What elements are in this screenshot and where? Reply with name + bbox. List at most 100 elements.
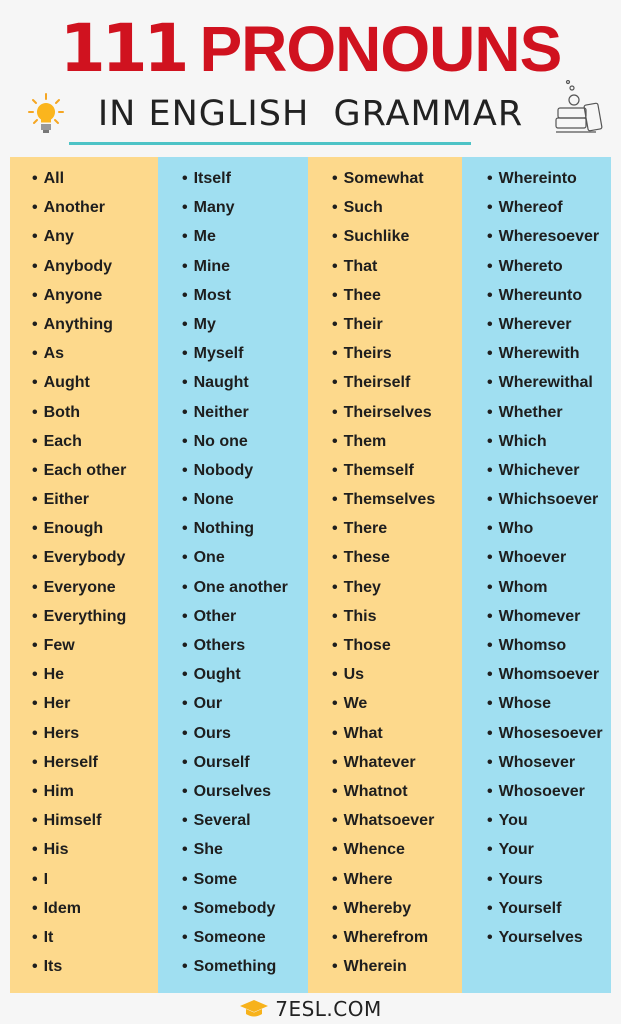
pronoun-item: We <box>332 693 462 722</box>
pronoun-item: He <box>32 664 158 693</box>
pronoun-item: None <box>182 489 308 518</box>
graduation-cap-icon <box>240 1000 269 1017</box>
pronoun-item: Either <box>32 489 158 518</box>
pronoun-item: Nothing <box>182 518 308 547</box>
pronoun-item: Each <box>32 431 158 460</box>
pronoun-item: Wherever <box>487 314 611 343</box>
pronoun-item: Another <box>32 197 158 226</box>
pronoun-item: It <box>32 927 158 956</box>
pronoun-item: Themself <box>332 460 462 489</box>
pronoun-item: Myself <box>182 343 308 372</box>
pronoun-item: Ours <box>182 723 308 752</box>
pronoun-item: My <box>182 314 308 343</box>
pronoun-item: Anything <box>32 314 158 343</box>
pronoun-item: Somebody <box>182 898 308 927</box>
pronoun-item: They <box>332 577 462 606</box>
pronoun-item: Theirselves <box>332 402 462 431</box>
pronoun-item: Such <box>332 197 462 226</box>
pronoun-item: Wherewith <box>487 343 611 372</box>
pronoun-item: Who <box>487 518 611 547</box>
pronoun-item: Themselves <box>332 489 462 518</box>
pronoun-item: Whomso <box>487 635 611 664</box>
pronoun-item: Whatnot <box>332 781 462 810</box>
pronoun-item: Several <box>182 810 308 839</box>
pronoun-item: Ourself <box>182 752 308 781</box>
pronoun-item: Their <box>332 314 462 343</box>
divider-line <box>69 142 471 145</box>
pronoun-item: Himself <box>32 810 158 839</box>
pronoun-item: Whichsoever <box>487 489 611 518</box>
pronoun-item: Ourselves <box>182 781 308 810</box>
pronoun-item: No one <box>182 431 308 460</box>
pronoun-item: Mine <box>182 256 308 285</box>
pronoun-item: Naught <box>182 372 308 401</box>
pronoun-item: Something <box>182 956 308 985</box>
pronoun-item: Whereto <box>487 256 611 285</box>
pronoun-item: Theirs <box>332 343 462 372</box>
pronoun-item: Someone <box>182 927 308 956</box>
pronoun-item: Other <box>182 606 308 635</box>
pronoun-item: Wherewithal <box>487 372 611 401</box>
pronoun-item: Few <box>32 635 158 664</box>
pronoun-column-3: SomewhatSuchSuchlikeThatTheeTheirTheirs T… <box>308 157 462 993</box>
pronoun-item: Itself <box>182 168 308 197</box>
pronoun-item: Each other <box>32 460 158 489</box>
pronoun-item: Whether <box>487 402 611 431</box>
pronoun-item: Whomever <box>487 606 611 635</box>
title-word: PRONOUNS <box>199 13 562 85</box>
pronoun-item: One <box>182 547 308 576</box>
pronoun-item: Herself <box>32 752 158 781</box>
pronoun-item: Whosever <box>487 752 611 781</box>
pronoun-item: Wherein <box>332 956 462 985</box>
pronoun-item: Whomsoever <box>487 664 611 693</box>
pronoun-item: Whom <box>487 577 611 606</box>
pronoun-item: Most <box>182 285 308 314</box>
pronoun-item: Ought <box>182 664 308 693</box>
pronoun-item: She <box>182 839 308 868</box>
brand-name: 7ESL.COM <box>275 997 382 1021</box>
pronoun-item: Him <box>32 781 158 810</box>
lightbulb-icon <box>28 93 64 133</box>
pronoun-item: Some <box>182 869 308 898</box>
pronoun-item: Thee <box>332 285 462 314</box>
pronoun-item: Us <box>332 664 462 693</box>
pronoun-item: Whence <box>332 839 462 868</box>
pronoun-item: Your <box>487 839 611 868</box>
pronoun-item: Hers <box>32 723 158 752</box>
pronoun-item: That <box>332 256 462 285</box>
subtitle: IN ENGLISH GRAMMAR <box>97 94 524 134</box>
pronoun-item: There <box>332 518 462 547</box>
pronoun-item: Whosoever <box>487 781 611 810</box>
pronoun-item: Anyone <box>32 285 158 314</box>
pronoun-item: Whose <box>487 693 611 722</box>
pronoun-item: Anybody <box>32 256 158 285</box>
pronoun-item: Whereof <box>487 197 611 226</box>
pronoun-item: Wherefrom <box>332 927 462 956</box>
pronoun-item: Whereunto <box>487 285 611 314</box>
pronoun-item: Whereby <box>332 898 462 927</box>
pronoun-item: Everybody <box>32 547 158 576</box>
pronoun-column-1: AllAnotherAnyAnybodyAnyoneAnythingAsAugh… <box>10 157 158 993</box>
pronoun-item: Both <box>32 402 158 431</box>
pronoun-item: Aught <box>32 372 158 401</box>
pronoun-item: Whoever <box>487 547 611 576</box>
pronoun-item: Others <box>182 635 308 664</box>
pronoun-item: Whosesoever <box>487 723 611 752</box>
books-icon <box>555 80 603 133</box>
pronoun-item: Many <box>182 197 308 226</box>
pronoun-item: Wheresoever <box>487 226 611 255</box>
pronoun-column-4: WhereintoWhereofWheresoeverWheretoWhereu… <box>462 157 611 993</box>
pronoun-item: Everyone <box>32 577 158 606</box>
pronoun-item: Yourselves <box>487 927 611 956</box>
pronoun-item: Suchlike <box>332 226 462 255</box>
pronoun-item: Her <box>32 693 158 722</box>
pronoun-item: Them <box>332 431 462 460</box>
pronoun-item: Whatsoever <box>332 810 462 839</box>
pronoun-item: All <box>32 168 158 197</box>
pronoun-item: Enough <box>32 518 158 547</box>
pronoun-item: Our <box>182 693 308 722</box>
pronoun-item: One another <box>182 577 308 606</box>
footer-logo: 7ESL.COM <box>0 994 621 1024</box>
pronoun-item: Somewhat <box>332 168 462 197</box>
pronoun-column-2: ItselfManyMeMineMostMyMyselfNaughtNeithe… <box>158 157 308 993</box>
